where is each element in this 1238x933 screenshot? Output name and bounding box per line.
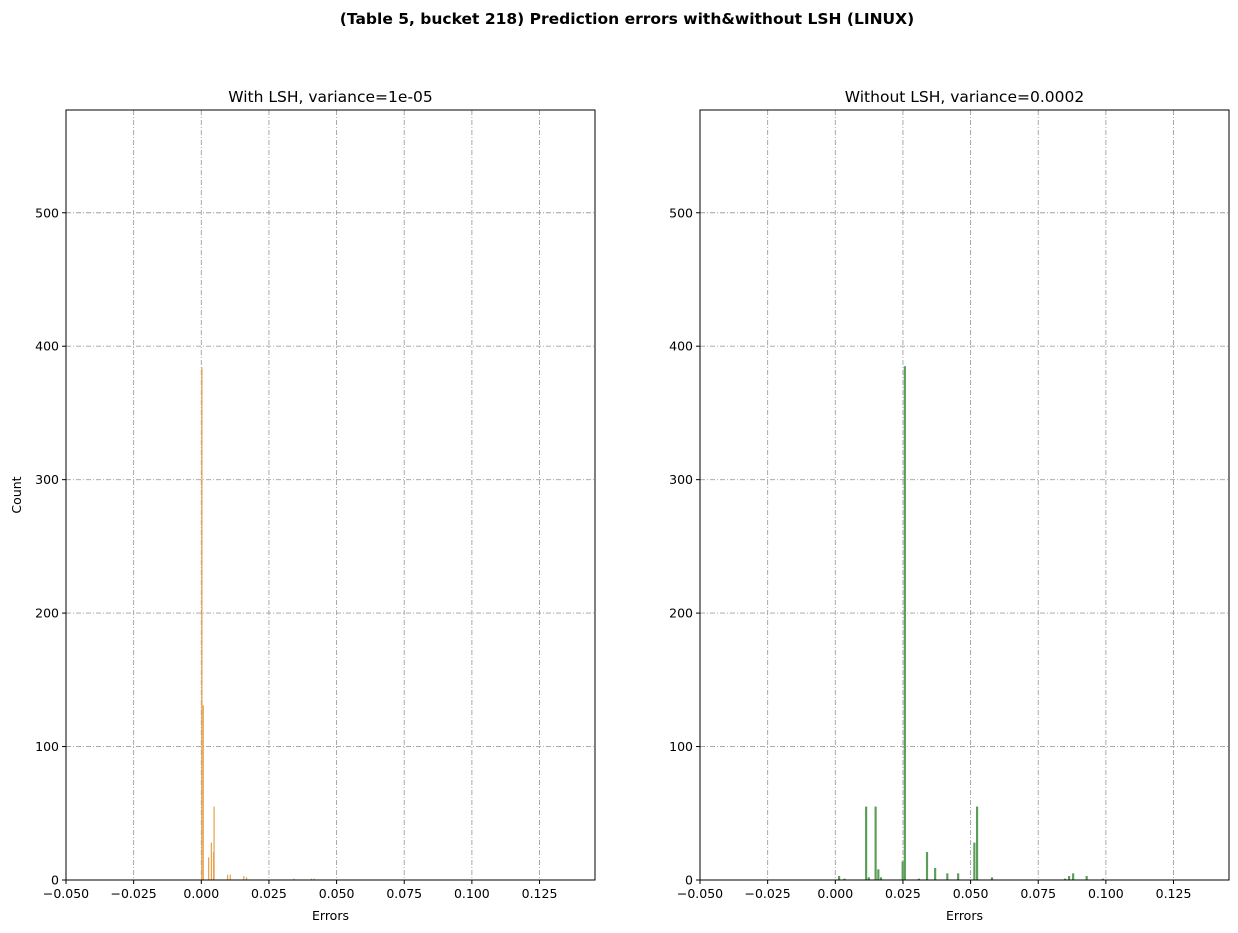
axes-frame — [65, 109, 596, 881]
y-tick-label: 500 — [669, 205, 693, 220]
histogram-bar — [901, 861, 904, 880]
y-tick-label: 200 — [669, 606, 693, 621]
x-tick-label: 0.050 — [953, 886, 989, 901]
histogram-bar — [227, 874, 229, 880]
histogram-bar — [313, 878, 315, 880]
histogram-bar — [879, 877, 883, 880]
histogram-bar — [877, 869, 880, 880]
figure-title: (Table 5, bucket 218) Prediction errors … — [340, 10, 914, 28]
y-tick-label: 100 — [35, 739, 59, 754]
histogram-bar — [229, 874, 231, 880]
histogram-bar — [934, 867, 937, 880]
histogram-bar — [874, 806, 877, 880]
histogram-bar — [1085, 875, 1088, 880]
histogram-bar — [917, 878, 920, 880]
histogram-bar — [1072, 873, 1075, 880]
x-tick-label: −0.050 — [43, 886, 89, 901]
histogram-bar — [867, 877, 870, 880]
histogram-bar — [213, 806, 215, 880]
histogram-bar — [903, 366, 906, 881]
histogram-bar — [202, 705, 204, 880]
x-tick-label: 0.075 — [386, 886, 422, 901]
x-tick-label: 0.025 — [885, 886, 921, 901]
histogram-bar — [973, 842, 976, 880]
x-tick-label: −0.050 — [677, 886, 723, 901]
x-tick-label: −0.025 — [745, 886, 791, 901]
y-tick-label: 200 — [35, 606, 59, 621]
y-tick-label: 500 — [35, 205, 59, 220]
x-tick-label: 0.125 — [1156, 886, 1192, 901]
x-axis-label: Errors — [946, 908, 983, 923]
panel-title: With LSH, variance=1e-05 — [228, 88, 433, 106]
x-tick-label: 0.025 — [251, 886, 287, 901]
x-tick-label: 0.000 — [183, 886, 219, 901]
x-tick-label: 0.100 — [454, 886, 490, 901]
histogram-bar — [990, 877, 994, 880]
histogram-bar — [243, 875, 245, 880]
x-tick-label: 0.125 — [522, 886, 558, 901]
histogram-bar — [210, 842, 212, 880]
panel-title: Without LSH, variance=0.0002 — [845, 88, 1084, 106]
x-tick-label: 0.000 — [817, 886, 853, 901]
x-tick-label: 0.100 — [1088, 886, 1124, 901]
panel-with-lsh: −0.050 −0.025 0.000 0.025 0.050 0.075 0.100 0.1… — [9, 88, 596, 923]
x-tick-label: 0.075 — [1020, 886, 1056, 901]
histogram-bar — [865, 806, 868, 880]
histogram-bar — [1101, 878, 1104, 880]
y-tick-label: 300 — [669, 472, 693, 487]
histogram-bar — [293, 878, 295, 880]
axes-frame — [699, 109, 1230, 881]
x-tick-label: −0.025 — [111, 886, 157, 901]
histogram-bar — [925, 851, 929, 880]
histogram-bar — [201, 367, 203, 880]
y-tick-label: 0 — [51, 873, 59, 888]
histogram-bar — [1063, 878, 1067, 880]
histogram-bar — [245, 877, 248, 880]
histogram-bar — [957, 873, 960, 880]
histogram-bar — [208, 857, 210, 880]
y-tick-label: 300 — [35, 472, 59, 487]
y-tick-label: 100 — [669, 739, 693, 754]
y-tick-label: 400 — [669, 339, 693, 354]
histogram-bar — [838, 875, 841, 880]
histogram-bar — [976, 806, 979, 880]
panel-without-lsh: −0.050 −0.025 0.000 0.025 0.050 0.075 0.100 0.1… — [669, 88, 1230, 923]
x-axis-label: Errors — [312, 908, 349, 923]
histogram-bar — [310, 878, 313, 880]
y-axis-label: Count — [9, 476, 24, 513]
histogram-bar — [1068, 875, 1071, 880]
histogram-bar — [946, 873, 949, 880]
histogram-bar — [843, 878, 846, 880]
x-tick-label: 0.050 — [319, 886, 355, 901]
y-tick-label: 400 — [35, 339, 59, 354]
y-tick-label: 0 — [685, 873, 693, 888]
